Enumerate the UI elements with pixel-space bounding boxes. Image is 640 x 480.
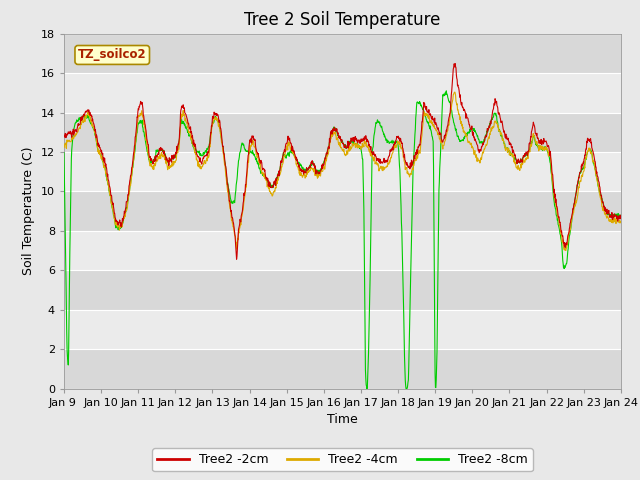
Bar xyxy=(64,73,621,112)
Title: Tree 2 Soil Temperature: Tree 2 Soil Temperature xyxy=(244,11,440,29)
Legend: Tree2 -2cm, Tree2 -4cm, Tree2 -8cm: Tree2 -2cm, Tree2 -4cm, Tree2 -8cm xyxy=(152,448,532,471)
Bar xyxy=(64,112,621,152)
Bar xyxy=(64,270,621,310)
Bar xyxy=(64,310,621,349)
Bar xyxy=(64,349,621,389)
X-axis label: Time: Time xyxy=(327,413,358,426)
Text: TZ_soilco2: TZ_soilco2 xyxy=(78,48,147,61)
Bar xyxy=(64,34,621,73)
Y-axis label: Soil Temperature (C): Soil Temperature (C) xyxy=(22,147,35,276)
Bar xyxy=(64,231,621,270)
Bar xyxy=(64,192,621,231)
Bar xyxy=(64,152,621,192)
